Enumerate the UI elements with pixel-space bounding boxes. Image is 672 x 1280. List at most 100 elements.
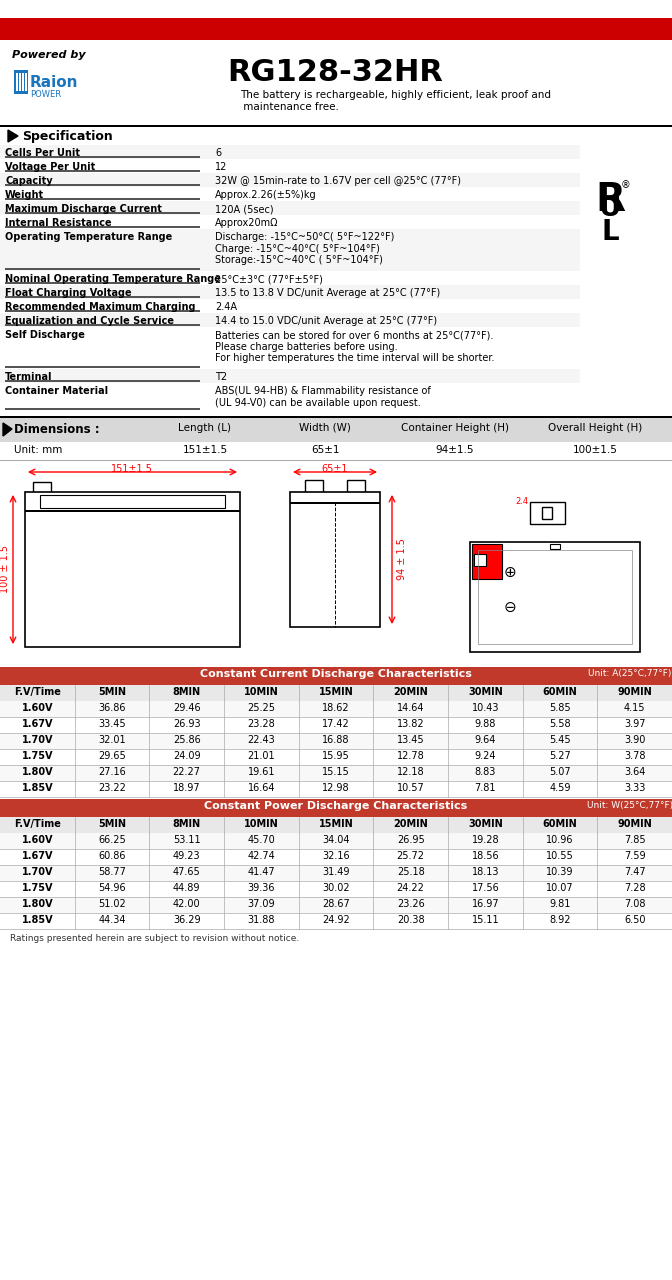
Text: Constant Current Discharge Characteristics: Constant Current Discharge Characteristi… — [200, 669, 472, 678]
Bar — [305, 480, 323, 494]
Bar — [0, 18, 672, 40]
Text: 19.28: 19.28 — [472, 835, 499, 845]
Text: 15.95: 15.95 — [322, 751, 350, 762]
Text: 5.07: 5.07 — [549, 767, 571, 777]
Text: 1.75V: 1.75V — [22, 883, 53, 893]
Bar — [16, 73, 17, 91]
Text: 15.11: 15.11 — [472, 915, 499, 925]
Bar — [0, 159, 580, 173]
Text: 120A (5sec): 120A (5sec) — [215, 204, 274, 214]
Text: 30MIN: 30MIN — [468, 687, 503, 698]
Text: 18.13: 18.13 — [472, 867, 499, 877]
Text: Approx.2.26(±5%)kg: Approx.2.26(±5%)kg — [215, 189, 317, 200]
Text: 27.16: 27.16 — [98, 767, 126, 777]
Text: 15MIN: 15MIN — [319, 687, 353, 698]
Bar — [5, 184, 200, 186]
Text: ®: ® — [620, 180, 630, 189]
Text: 20MIN: 20MIN — [393, 819, 428, 829]
Text: 54.96: 54.96 — [98, 883, 126, 893]
Bar — [0, 765, 672, 781]
Bar — [0, 229, 580, 271]
Text: 5.85: 5.85 — [549, 703, 571, 713]
Text: 100 ± 1.5: 100 ± 1.5 — [0, 545, 10, 593]
Text: 18.62: 18.62 — [322, 703, 350, 713]
Text: 44.89: 44.89 — [173, 883, 200, 893]
Text: 16.64: 16.64 — [247, 783, 275, 794]
Text: Self Discharge: Self Discharge — [5, 330, 85, 340]
Text: 3.90: 3.90 — [624, 735, 645, 745]
Bar — [5, 198, 200, 200]
Text: 58.77: 58.77 — [98, 867, 126, 877]
Text: 37.09: 37.09 — [247, 899, 275, 909]
Text: Voltage Per Unit: Voltage Per Unit — [5, 163, 95, 172]
Text: 8.92: 8.92 — [549, 915, 571, 925]
Bar — [542, 507, 552, 518]
Text: 23.26: 23.26 — [396, 899, 425, 909]
Text: 3.78: 3.78 — [624, 751, 645, 762]
Text: 30MIN: 30MIN — [468, 819, 503, 829]
Text: 24.22: 24.22 — [396, 883, 425, 893]
Bar — [25, 73, 26, 91]
Bar — [25, 492, 240, 646]
Text: T2: T2 — [215, 372, 227, 381]
Text: 23.28: 23.28 — [247, 719, 276, 730]
Text: Specification: Specification — [22, 131, 113, 143]
Text: 6.50: 6.50 — [624, 915, 645, 925]
Bar — [0, 781, 672, 797]
Bar — [0, 833, 672, 849]
Text: Unit: W(25°C,77°F): Unit: W(25°C,77°F) — [587, 801, 672, 810]
Bar — [0, 383, 580, 411]
Bar — [0, 913, 672, 929]
Text: 41.47: 41.47 — [247, 867, 275, 877]
Text: Width (W): Width (W) — [299, 422, 351, 433]
Text: 60MIN: 60MIN — [542, 819, 577, 829]
Text: 49.23: 49.23 — [173, 851, 200, 861]
Text: 65±1: 65±1 — [322, 463, 348, 474]
Text: 23.22: 23.22 — [98, 783, 126, 794]
Bar — [14, 70, 28, 93]
Bar — [19, 73, 21, 91]
Text: Terminal: Terminal — [5, 372, 52, 381]
Text: Unit: mm: Unit: mm — [14, 445, 62, 454]
Text: 10.55: 10.55 — [546, 851, 574, 861]
Text: 100±1.5: 100±1.5 — [573, 445, 618, 454]
Bar — [0, 799, 672, 817]
Text: 10.07: 10.07 — [546, 883, 574, 893]
Bar — [0, 285, 580, 300]
Text: 18.97: 18.97 — [173, 783, 200, 794]
Text: 25.72: 25.72 — [396, 851, 425, 861]
Text: 94 ± 1.5: 94 ± 1.5 — [397, 538, 407, 580]
Bar — [472, 544, 502, 579]
Bar — [25, 509, 240, 512]
Text: Cells Per Unit: Cells Per Unit — [5, 148, 80, 157]
Text: 44.34: 44.34 — [98, 915, 126, 925]
Bar — [550, 544, 560, 549]
Text: 17.42: 17.42 — [322, 719, 350, 730]
Bar — [40, 495, 225, 508]
Bar — [0, 667, 672, 685]
Bar — [290, 502, 380, 504]
Bar — [0, 187, 580, 201]
Bar — [0, 865, 672, 881]
Text: 5.27: 5.27 — [549, 751, 571, 762]
Text: The battery is rechargeable, highly efficient, leak proof and
 maintenance free.: The battery is rechargeable, highly effi… — [240, 90, 551, 111]
Text: 5MIN: 5MIN — [98, 819, 126, 829]
Bar — [0, 881, 672, 897]
Bar — [33, 483, 51, 494]
Text: 21.01: 21.01 — [247, 751, 275, 762]
Text: 7.85: 7.85 — [624, 835, 646, 845]
Text: POWER: POWER — [30, 90, 61, 99]
Text: ABS(UL 94-HB) & Flammability resistance of
(UL 94-V0) can be available upon requ: ABS(UL 94-HB) & Flammability resistance … — [215, 387, 431, 407]
Text: Operating Temperature Range: Operating Temperature Range — [5, 232, 172, 242]
Bar — [5, 268, 200, 270]
Text: 51.02: 51.02 — [98, 899, 126, 909]
Bar — [0, 749, 672, 765]
Text: Unit: A(25°C,77°F): Unit: A(25°C,77°F) — [588, 669, 672, 678]
Text: 13.5 to 13.8 V DC/unit Average at 25°C (77°F): 13.5 to 13.8 V DC/unit Average at 25°C (… — [215, 288, 440, 298]
Text: 10MIN: 10MIN — [244, 819, 279, 829]
Text: 42.74: 42.74 — [247, 851, 276, 861]
Text: ⊖: ⊖ — [503, 599, 516, 614]
Text: 10.57: 10.57 — [396, 783, 425, 794]
Bar — [0, 271, 580, 285]
Bar — [5, 310, 200, 311]
